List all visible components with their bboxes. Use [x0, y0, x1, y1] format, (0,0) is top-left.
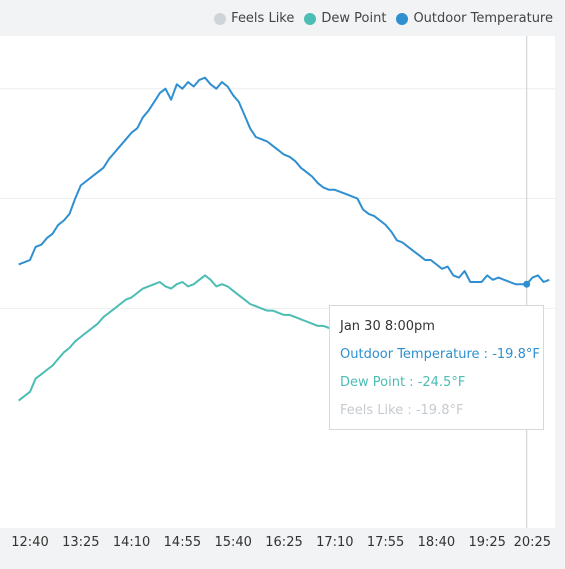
legend-item-outdoor-temperature[interactable]: Outdoor Temperature	[396, 11, 553, 26]
x-tick-label: 14:10	[113, 535, 150, 550]
tooltip-outdoor-temperature: Outdoor Temperature : -19.8°F	[340, 347, 540, 362]
x-tick-label: 17:55	[367, 535, 404, 550]
legend-label-dew-point: Dew Point	[321, 11, 387, 26]
series-line-dew-point	[18, 274, 358, 402]
legend-label-outdoor-temperature: Outdoor Temperature	[413, 11, 553, 26]
x-tick-label: 14:55	[164, 535, 201, 550]
series-layer	[18, 76, 550, 402]
tooltip-title: Jan 30 8:00pm	[340, 319, 435, 334]
x-tick-label: 15:40	[214, 535, 251, 550]
legend-item-dew-point[interactable]: Dew Point	[304, 11, 386, 26]
tooltip-dew-point: Dew Point : -24.5°F	[340, 375, 466, 390]
legend-dot-dew-point	[304, 12, 317, 25]
x-tick-label: 20:25	[514, 535, 551, 550]
legend-dot-outdoor-temperature	[396, 12, 409, 25]
legend-item-feels-like[interactable]: Feels Like	[214, 11, 294, 26]
hover-point-outdoor-temperature	[523, 280, 531, 288]
tooltip-feels-like: Feels Like : -19.8°F	[340, 403, 464, 418]
x-tick-label: 12:40	[11, 535, 48, 550]
chart-legend: Feels Like Dew Point Outdoor Temperature	[214, 11, 553, 26]
x-tick-label: 16:25	[265, 535, 302, 550]
x-tick-label: 17:10	[316, 535, 353, 550]
series-line-outdoor-temperature	[18, 76, 550, 286]
legend-dot-feels-like	[214, 12, 227, 25]
plot-area	[0, 36, 555, 528]
x-tick-label: 19:25	[468, 535, 505, 550]
chart-tooltip: Jan 30 8:00pm Outdoor Temperature : -19.…	[329, 305, 544, 430]
legend-label-feels-like: Feels Like	[231, 11, 295, 26]
x-tick-label: 13:25	[62, 535, 99, 550]
x-axis-ticks: 12:40 13:25 14:10 14:55 15:40 16:25 17:10 17:55…	[11, 535, 551, 550]
x-tick-label: 18:40	[418, 535, 455, 550]
